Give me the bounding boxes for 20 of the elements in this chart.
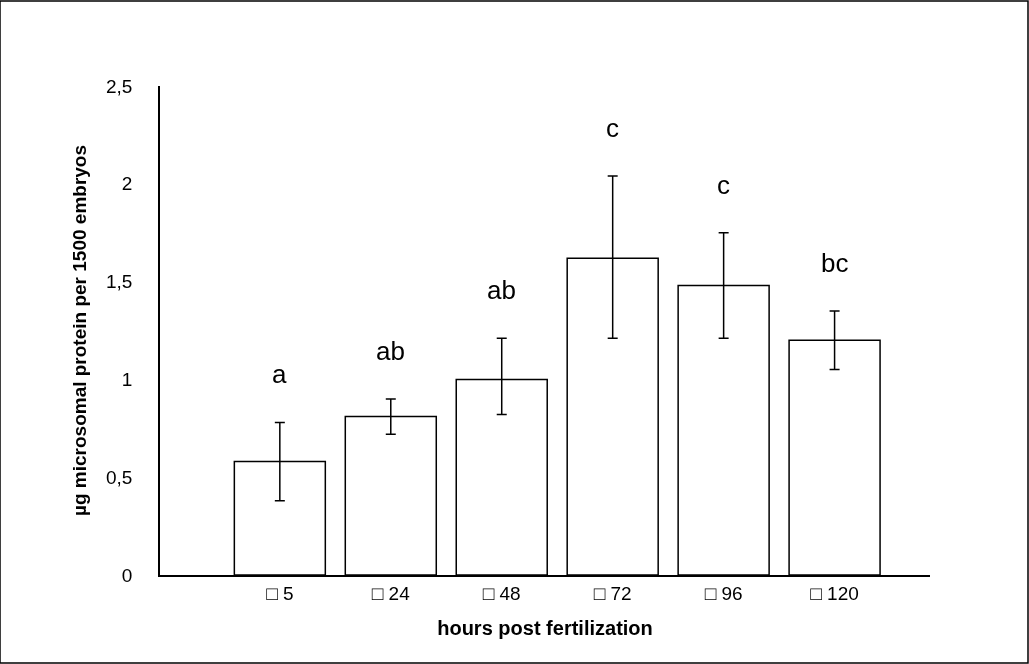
x-tick-label: □ 48 — [482, 582, 521, 604]
annotation: c — [606, 113, 619, 143]
x-tick-label: □ 120 — [810, 582, 859, 604]
y-tick-label: 2,5 — [106, 75, 133, 97]
annotation: ab — [376, 336, 405, 366]
annotation: c — [717, 170, 730, 200]
x-axis-title: hours post fertilization — [437, 616, 653, 639]
x-tick-label: □ 5 — [266, 582, 294, 604]
y-tick-label: 2 — [121, 173, 133, 195]
y-tick-label: 0 — [121, 564, 133, 586]
annotation: ab — [487, 275, 516, 305]
annotation: bc — [821, 248, 849, 278]
y-axis-title: µg microsomal protein per 1500 embryos — [69, 144, 91, 517]
y-tick-label: 0,5 — [106, 466, 133, 488]
y-tick-label: 1 — [121, 369, 133, 391]
annotation: a — [272, 359, 287, 389]
x-tick-label: □ 24 — [371, 582, 411, 604]
x-tick-label: □ 72 — [593, 582, 632, 604]
x-tick-label: □ 96 — [704, 582, 743, 604]
y-tick-label: 1,5 — [106, 271, 133, 293]
